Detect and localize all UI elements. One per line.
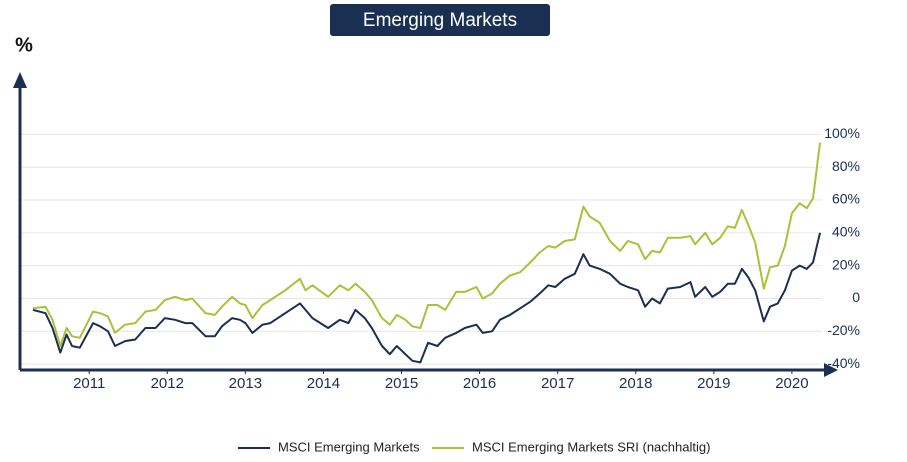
- y-tick-label: 20%: [832, 256, 860, 272]
- legend-label: MSCI Emerging Markets SRI (nachhaltig): [472, 439, 710, 454]
- y-tick-label: 80%: [832, 158, 860, 174]
- lines: [32, 142, 821, 364]
- y-tick-label: 100%: [824, 125, 860, 141]
- tick-labels: 100% 80% 60% 40% 20% 0 -20% -40% 2011 2012 2013 201…: [73, 125, 860, 392]
- y-tick-label: -40%: [827, 355, 860, 371]
- y-axis-title: %: [15, 34, 33, 56]
- y-tick-label: 0: [852, 289, 860, 305]
- y-tick-label: 40%: [832, 224, 860, 240]
- x-tick-label: 2012: [151, 375, 184, 392]
- x-axis-arrow: [824, 363, 838, 377]
- x-tick-label: 2013: [229, 375, 262, 392]
- series-line: [32, 142, 821, 347]
- legend-label: MSCI Emerging Markets: [278, 439, 420, 454]
- x-tick-label: 2011: [73, 375, 105, 392]
- x-tick-label: 2015: [385, 375, 418, 392]
- y-tick-label: 60%: [832, 191, 860, 207]
- x-tick-label: 2017: [541, 375, 574, 392]
- y-axis-arrow: [13, 72, 27, 88]
- title-box: [330, 4, 550, 36]
- chart-title: Emerging Markets: [363, 10, 517, 31]
- x-tick-label: 2019: [697, 375, 730, 392]
- grid: [20, 133, 822, 365]
- x-tick-label: 2014: [307, 375, 340, 392]
- x-tick-label: 2020: [775, 375, 808, 392]
- y-tick-label: -20%: [827, 322, 860, 338]
- legend: MSCI Emerging Markets MSCI Emerging Marke…: [238, 439, 710, 454]
- series-line: [32, 232, 821, 364]
- x-tick-label: 2016: [463, 375, 496, 392]
- x-tick-label: 2018: [619, 375, 652, 392]
